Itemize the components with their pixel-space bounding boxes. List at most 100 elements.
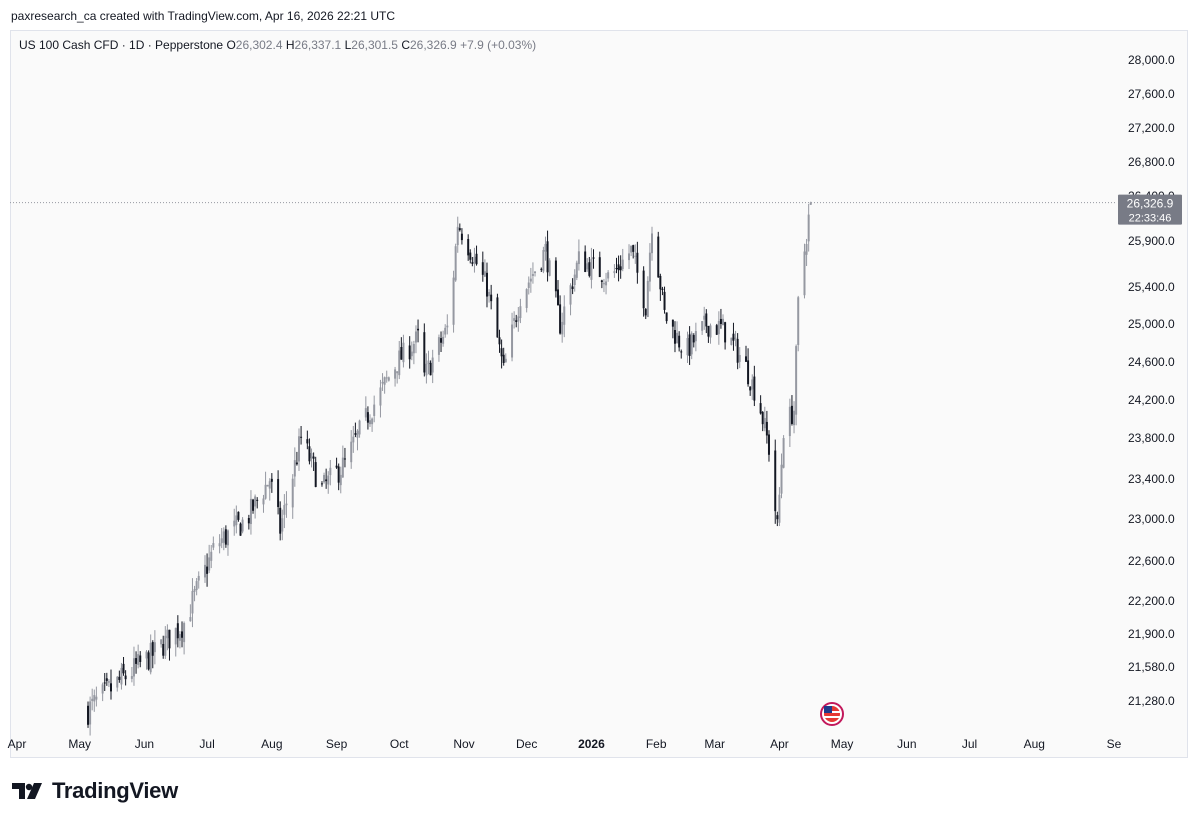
candle xyxy=(498,329,501,353)
candle xyxy=(429,360,432,376)
candle xyxy=(354,422,357,438)
candle xyxy=(139,651,142,668)
candle xyxy=(410,341,413,361)
y-tick-label: 21,280.0 xyxy=(1128,694,1175,708)
flag-canton xyxy=(824,706,832,713)
candle xyxy=(241,517,244,534)
candle xyxy=(149,634,152,675)
candle xyxy=(130,666,133,683)
candle xyxy=(160,639,163,648)
candle xyxy=(659,273,662,301)
candle xyxy=(797,295,800,352)
candle xyxy=(515,314,518,328)
candle xyxy=(270,473,273,493)
x-tick-label: Jul xyxy=(199,737,214,751)
candle xyxy=(440,331,443,353)
candle xyxy=(283,494,286,529)
y-tick-label: 24,200.0 xyxy=(1128,393,1175,407)
y-tick-label: 21,580.0 xyxy=(1128,660,1175,674)
candle xyxy=(442,330,445,347)
candle xyxy=(124,670,127,686)
candle xyxy=(383,376,386,394)
candle xyxy=(469,249,472,264)
candle xyxy=(500,339,503,369)
candle xyxy=(218,534,221,554)
candle xyxy=(220,527,223,549)
candle xyxy=(358,419,361,438)
candle xyxy=(776,511,779,527)
candle xyxy=(734,330,737,347)
candle xyxy=(646,276,649,318)
candle xyxy=(517,306,520,332)
symbol-name[interactable]: US 100 Cash CFD · 1D · Pepperstone xyxy=(19,38,224,52)
x-tick-label: Oct xyxy=(390,737,409,751)
candle xyxy=(444,324,447,338)
candle xyxy=(732,322,735,351)
x-tick-label: Nov xyxy=(453,737,474,751)
candle xyxy=(678,331,681,352)
x-tick-label: 2026 xyxy=(578,737,605,751)
candle xyxy=(534,271,537,277)
candle xyxy=(544,236,547,261)
close-value: 26,326.9 xyxy=(410,38,457,52)
candle xyxy=(527,276,530,295)
low-value: 26,301.5 xyxy=(351,38,398,52)
candle xyxy=(151,640,154,669)
candle xyxy=(793,401,796,434)
candle xyxy=(132,646,135,686)
last-price-value: 26,326.9 xyxy=(1127,197,1174,211)
candle xyxy=(705,309,708,334)
tradingview-logo[interactable]: TradingView xyxy=(12,778,178,804)
candle xyxy=(630,245,633,257)
candle xyxy=(118,670,121,683)
candle xyxy=(107,678,110,688)
candle xyxy=(529,267,532,293)
candle xyxy=(166,624,169,651)
y-tick-label: 28,000.0 xyxy=(1128,53,1175,67)
candle xyxy=(467,234,470,261)
candle xyxy=(602,278,605,293)
candle xyxy=(719,308,722,329)
candle xyxy=(327,471,330,494)
candle xyxy=(137,644,140,669)
candle xyxy=(688,326,691,365)
candle xyxy=(183,621,186,655)
candle xyxy=(642,266,645,317)
candle xyxy=(379,379,382,418)
candle xyxy=(162,635,165,659)
candle xyxy=(542,246,545,274)
candle xyxy=(87,701,90,728)
chart-pane[interactable] xyxy=(10,30,1188,758)
candle xyxy=(341,445,344,479)
candle xyxy=(335,457,338,469)
candle xyxy=(707,325,710,343)
candle xyxy=(300,426,303,445)
candle xyxy=(203,555,206,583)
candle xyxy=(780,453,783,499)
candle xyxy=(264,471,267,500)
candle xyxy=(561,312,564,343)
candle xyxy=(153,630,156,665)
candle xyxy=(511,312,514,362)
candle xyxy=(105,672,108,686)
candle xyxy=(277,470,280,515)
candle xyxy=(767,430,770,462)
candle xyxy=(295,451,298,466)
candle xyxy=(197,571,200,589)
candle xyxy=(394,366,397,387)
candle xyxy=(763,406,766,432)
candle xyxy=(247,514,250,530)
candle xyxy=(661,286,664,296)
candle xyxy=(210,544,213,569)
candle xyxy=(369,414,372,427)
x-tick-label: Feb xyxy=(646,737,667,751)
candle xyxy=(525,288,528,313)
x-tick-label: Aug xyxy=(261,737,282,751)
candle xyxy=(540,267,543,273)
candle xyxy=(109,669,112,700)
candle xyxy=(676,321,679,344)
candle xyxy=(385,370,388,383)
candle xyxy=(774,439,777,524)
candle xyxy=(417,319,420,343)
